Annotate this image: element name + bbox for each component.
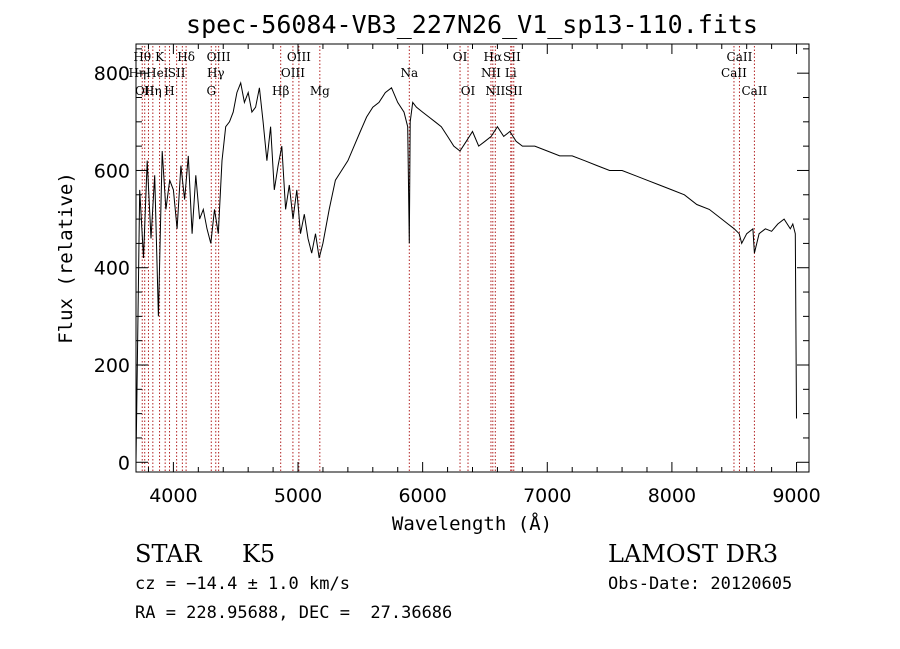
y-tick-label: 400: [94, 258, 130, 280]
line-label: Hγ: [207, 66, 225, 80]
line-label: SII: [505, 84, 523, 98]
y-tick-label: 0: [118, 452, 130, 474]
line-label: K: [155, 50, 165, 64]
object-subclass: K5: [242, 540, 276, 568]
x-tick-label: 4000: [149, 485, 197, 507]
line-label: NII: [481, 66, 501, 80]
line-label: OIII: [287, 50, 311, 64]
x-tick-label: 6000: [398, 485, 446, 507]
line-label: OIII: [281, 66, 305, 80]
redshift-readout: cz = −14.4 ± 1.0 km/s: [135, 574, 350, 594]
line-label: CaII: [721, 66, 747, 80]
emission-line-markers: [141, 46, 755, 472]
chart-title: spec-56084-VB3_227N26_V1_sp13-110.fits: [186, 10, 758, 39]
y-tick-label: 800: [94, 63, 130, 85]
line-label: Hδ: [177, 50, 195, 64]
plot-frame: [135, 43, 810, 473]
line-label: Hβ: [272, 84, 289, 98]
x-axis-ticks: 4000 5000 6000 7000 8000 9000: [147, 44, 821, 507]
x-axis-label: Wavelength (Å): [392, 512, 552, 535]
y-axis-ticks: 0 200 400 600 800: [94, 48, 809, 474]
observation-date: Obs-Date: 20120605: [608, 574, 793, 594]
line-label: OII: [135, 84, 155, 98]
line-label: OIII: [207, 50, 231, 64]
spectrum-series-line: [135, 81, 797, 463]
line-label: OI: [461, 84, 476, 98]
y-axis-label: Flux (relative): [55, 172, 77, 344]
line-label: Mg: [310, 84, 330, 98]
survey-name: LAMOST DR3: [608, 540, 779, 568]
object-class: STAR: [135, 540, 202, 568]
x-tick-label: 9000: [772, 485, 820, 507]
line-label: CaII: [727, 50, 753, 64]
line-label: SII: [168, 66, 186, 80]
line-label: HηHeI: [128, 66, 168, 80]
y-tick-label: 200: [94, 355, 130, 377]
line-label: Hα: [484, 50, 503, 64]
line-label: Li: [505, 66, 517, 80]
line-label: NII: [485, 84, 505, 98]
x-tick-label: 7000: [523, 485, 571, 507]
coordinates-readout: RA = 228.95688, DEC = 27.36686: [135, 603, 453, 623]
line-label: CaII: [741, 84, 767, 98]
line-label: Na: [400, 66, 418, 80]
line-label: OI: [453, 50, 468, 64]
x-tick-label: 8000: [648, 485, 696, 507]
line-label: Hθ: [133, 50, 151, 64]
line-labels: Hθ OII HηHeI Hη K H SII Hδ G Hγ OIII Hβ OIII OIII Mg Na…: [128, 50, 767, 98]
line-label: SII: [503, 50, 521, 64]
y-tick-label: 600: [94, 160, 130, 182]
line-label: Hη: [144, 84, 162, 98]
x-tick-label: 5000: [274, 485, 322, 507]
line-label: H: [164, 84, 174, 98]
line-label: G: [206, 84, 216, 98]
